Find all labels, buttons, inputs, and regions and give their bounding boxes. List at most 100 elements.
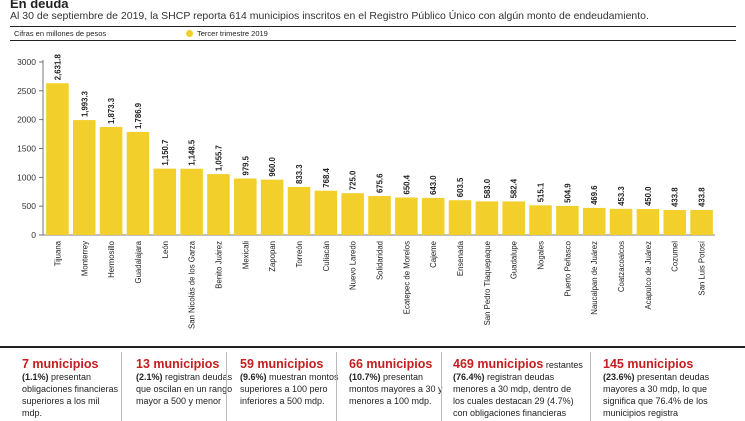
bar [421,197,445,235]
y-tick-label: 2500 [17,86,36,96]
value-label: 469.6 [590,185,599,205]
box-head: 469 municipios [453,357,544,371]
bar [529,205,552,235]
bar [368,196,391,235]
value-label: 768.4 [322,168,331,188]
category-label: Mexicali [241,241,250,269]
box-text: registran deudas menores a 30 mdp, dentr… [453,372,574,418]
summary-boxes: 7 municipios (1.1%) presentan obligacion… [0,346,745,421]
value-label: 960.0 [268,156,277,176]
divider [121,352,122,421]
value-label: 725.0 [349,170,358,190]
legend-bar: Cifras en millones de pesos Tercer trime… [10,26,736,41]
box-head: 13 municipios [136,357,220,371]
box-pct: (1.1%) [22,372,49,382]
value-label: 453.3 [617,186,626,206]
box-pct: (10.7%) [349,372,381,382]
category-label: León [161,241,170,258]
bar [260,179,284,235]
value-label: 1,150.7 [161,140,170,166]
summary-box-6: 145 municipios (23.6%) presentan deudas … [603,358,735,419]
category-label: Cozumel [671,241,680,272]
value-label: 1,055.7 [214,145,223,171]
legend-item: Tercer trimestre 2019 [186,29,268,38]
divider [336,352,337,421]
bar [395,197,418,235]
category-label: Nuevo Laredo [349,240,358,290]
value-label: 650.4 [402,174,411,194]
bar [126,131,150,235]
bar [475,201,499,235]
category-label: Naucalpan de Juárez [590,241,599,315]
box-head: 7 municipios [22,357,99,371]
value-label: 643.0 [429,175,438,195]
box-head: 59 municipios [240,357,324,371]
category-label: Zapopan [268,241,277,272]
category-label: Puerto Peñasco [563,240,572,296]
value-label: 433.8 [671,187,680,207]
y-tick-label: 0 [31,230,36,240]
divider [441,352,442,421]
box-pct: (2.1%) [136,372,163,382]
y-tick-label: 1500 [17,144,36,154]
summary-box-1: 7 municipios (1.1%) presentan obligacion… [22,358,122,419]
bar [341,193,364,235]
box-head-suffix: restantes [545,360,583,370]
bar [636,209,660,235]
bar [72,120,96,235]
category-label: San Nicolás de los Garza [188,240,197,329]
y-tick-label: 500 [22,201,36,211]
box-pct: (76.4%) [453,372,485,382]
bar [207,174,230,235]
category-label: Nogales [537,241,546,270]
bar [153,168,177,235]
box-head: 145 municipios [603,357,694,371]
value-label: 450.0 [644,186,653,206]
bar [99,126,123,235]
box-text: presentan montos mayores a 30 y menores … [349,372,443,406]
category-label: Tijuana [53,240,62,266]
value-label: 979.5 [241,155,250,175]
bar [582,207,606,235]
summary-box-5: 469 municipios restantes (76.4%) registr… [453,358,583,419]
bar-chart: 0 500 1000 1500 2000 2500 3000 2,631.8 Tijuana 1,… [17,54,715,329]
box-text: muestran montos superiores a 100 pero in… [240,372,339,406]
box-text: presentan obligaciones financieras super… [22,372,119,418]
box-pct: (9.6%) [240,372,267,382]
box-text: registran deudas que oscilan en un rango… [136,372,233,406]
value-label: 1,148.5 [188,139,197,166]
value-label: 675.6 [376,173,385,193]
summary-box-4: 66 municipios (10.7%) presentan montos m… [349,358,449,407]
divider [590,352,591,421]
legend-swatch [186,30,193,37]
category-label: Culiacán [322,241,331,271]
category-label: Monterrey [80,241,89,276]
category-label: Guadalupe [510,241,519,279]
summary-box-3: 59 municipios (9.6%) muestran montos sup… [240,358,340,407]
divider [226,352,227,421]
value-label: 1,873.3 [107,97,116,124]
bar [502,201,525,235]
category-label: Coatzacoalcos [617,241,626,292]
bar [180,168,203,235]
value-label: 582.4 [510,178,519,198]
bar [314,190,338,235]
category-label: Guadalajara [134,240,143,283]
value-label: 2,631.8 [53,54,62,81]
bar [287,186,311,235]
summary-box-2: 13 municipios (2.1%) registran deudas qu… [136,358,236,407]
chart-title: En deuda [10,0,69,11]
category-label: San Luis Potosí [698,240,707,295]
bar [46,83,69,235]
bar [663,209,687,235]
value-label: 433.8 [698,187,707,207]
legend-label: Tercer trimestre 2019 [197,29,268,38]
bar [556,205,579,235]
chart-subtitle: Al 30 de septiembre de 2019, la SHCP rep… [10,10,649,22]
units-note: Cifras en millones de pesos [14,29,107,38]
bar [234,178,257,235]
value-label: 504.9 [563,183,572,203]
category-label: Cajeme [429,241,438,268]
value-label: 583.0 [483,178,492,198]
y-tick-label: 3000 [17,57,36,67]
